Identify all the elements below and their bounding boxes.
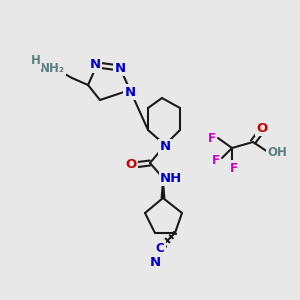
Text: N: N xyxy=(124,85,136,98)
Text: O: O xyxy=(125,158,136,172)
Text: NH: NH xyxy=(160,172,182,184)
Text: N: N xyxy=(149,256,161,269)
Text: F: F xyxy=(230,161,238,175)
Text: C: C xyxy=(156,242,164,254)
Polygon shape xyxy=(161,178,165,198)
Text: N: N xyxy=(159,140,171,154)
Text: N: N xyxy=(89,58,100,71)
Text: F: F xyxy=(212,154,220,166)
Text: OH: OH xyxy=(267,146,287,158)
Text: O: O xyxy=(256,122,268,134)
Text: F: F xyxy=(208,131,216,145)
Text: H: H xyxy=(31,55,41,68)
Text: NH₂: NH₂ xyxy=(40,61,64,74)
Text: N: N xyxy=(114,61,126,74)
